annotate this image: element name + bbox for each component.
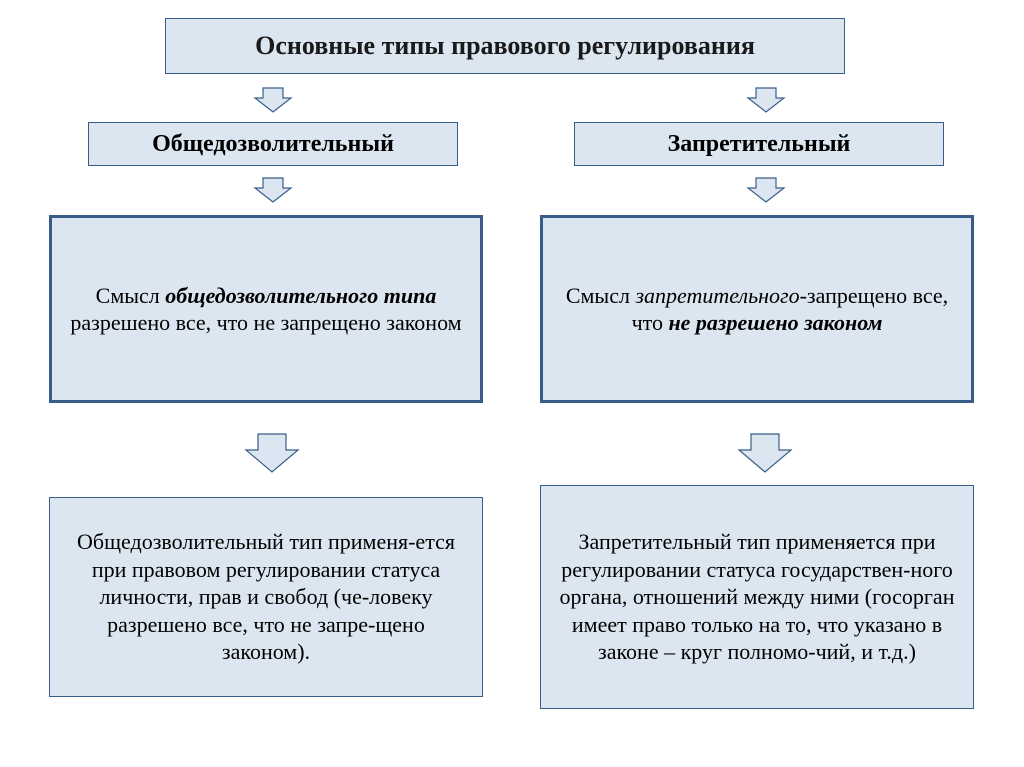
arrow-down-icon <box>746 86 786 114</box>
left-type-box: Общедозволительный <box>88 122 458 166</box>
right-app-text: Запретительный тип применяется при регул… <box>555 528 959 666</box>
right-app-box: Запретительный тип применяется при регул… <box>540 485 974 709</box>
right-desc-text: Смысл запретительного-запрещено все, что… <box>557 282 957 337</box>
title-text: Основные типы правового регулирования <box>255 30 755 63</box>
arrow-down-icon <box>746 176 786 204</box>
arrow-down-icon <box>735 432 795 476</box>
left-type-text: Общедозволительный <box>152 129 394 159</box>
left-desc-box: Смысл общедозволительного типа разрешено… <box>49 215 483 403</box>
arrow-down-icon <box>253 86 293 114</box>
right-type-text: Запретительный <box>668 129 851 159</box>
arrow-down-icon <box>253 176 293 204</box>
right-type-box: Запретительный <box>574 122 944 166</box>
right-desc-box: Смысл запретительного-запрещено все, что… <box>540 215 974 403</box>
arrow-down-icon <box>242 432 302 476</box>
left-app-text: Общедозволительный тип применя-ется при … <box>64 528 468 666</box>
title-box: Основные типы правового регулирования <box>165 18 845 74</box>
left-app-box: Общедозволительный тип применя-ется при … <box>49 497 483 697</box>
left-desc-text: Смысл общедозволительного типа разрешено… <box>66 282 466 337</box>
